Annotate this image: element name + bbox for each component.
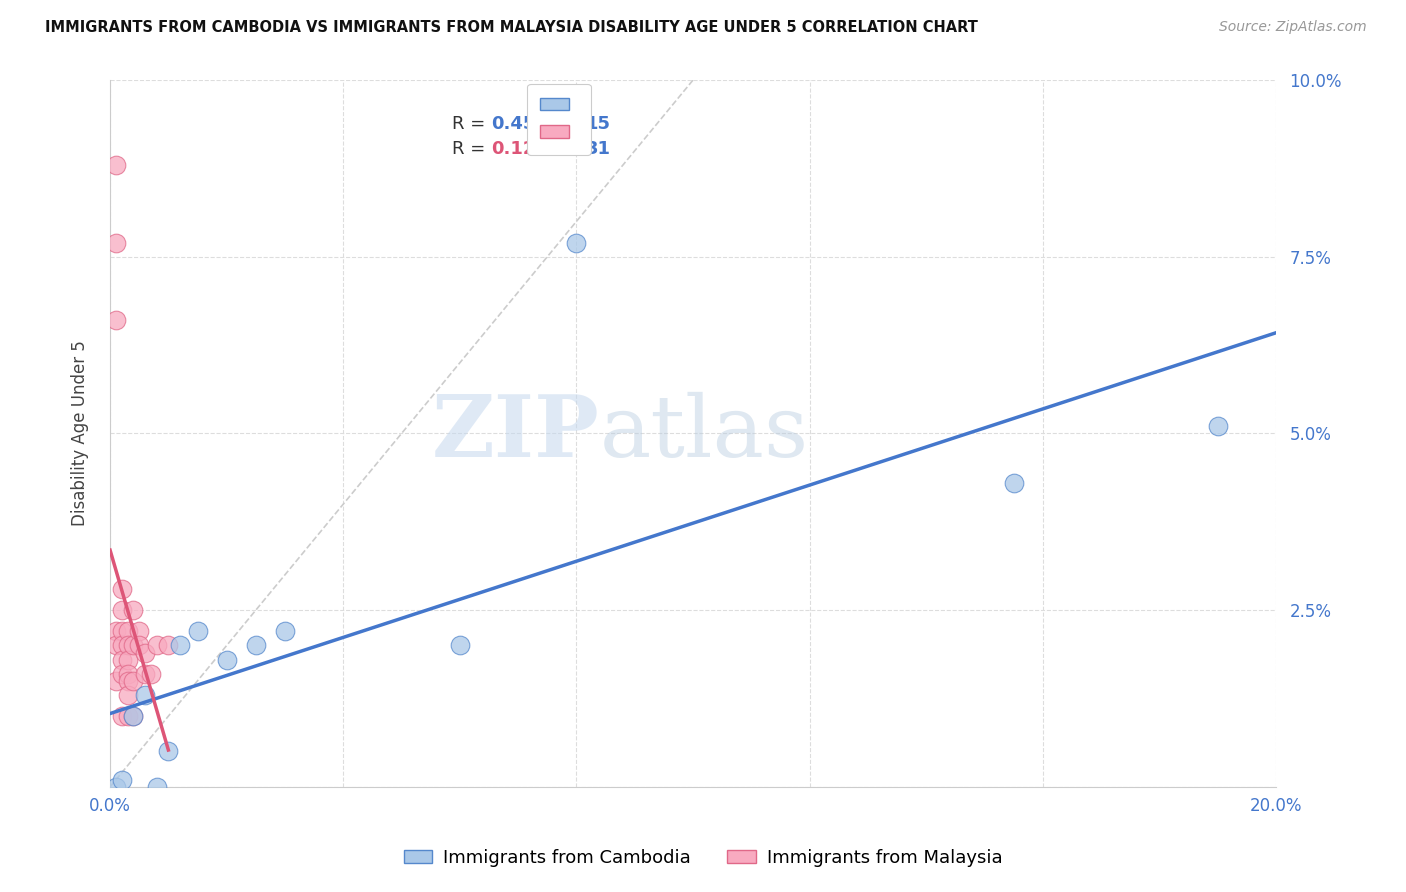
Point [117,624,139,639]
Point [274,624,297,639]
Point [128,624,150,639]
Point [157,744,180,758]
Point [104,673,127,688]
Point [111,652,134,666]
Point [117,639,139,653]
Text: R =: R = [451,140,496,158]
Point [122,709,145,723]
Point [117,666,139,681]
Text: N =: N = [538,115,589,133]
Text: 15: 15 [586,115,610,133]
Point [104,235,127,250]
Point [145,639,167,653]
Point [104,158,127,172]
Text: N =: N = [538,140,589,158]
Text: 0.123: 0.123 [491,140,548,158]
Point [104,780,127,794]
Text: atlas: atlas [600,392,808,475]
Point [111,624,134,639]
Point [128,639,150,653]
Point [117,673,139,688]
Legend: Immigrants from Cambodia, Immigrants from Malaysia: Immigrants from Cambodia, Immigrants fro… [396,842,1010,874]
Y-axis label: Disability Age Under 5: Disability Age Under 5 [72,341,89,526]
Point [122,709,145,723]
Point [117,688,139,702]
Text: 0.454: 0.454 [491,115,548,133]
Point [111,582,134,596]
Point [111,639,134,653]
Point [1002,475,1025,490]
Point [565,235,588,250]
Point [145,780,167,794]
Point [111,709,134,723]
Point [122,603,145,617]
Point [117,652,139,666]
Point [122,673,145,688]
Text: R =: R = [451,115,491,133]
Point [104,624,127,639]
Point [186,624,208,639]
Point [111,772,134,787]
Point [122,639,145,653]
Point [134,646,156,660]
Text: Source: ZipAtlas.com: Source: ZipAtlas.com [1219,20,1367,34]
Point [104,639,127,653]
Point [134,666,156,681]
Point [215,652,238,666]
Point [134,688,156,702]
Point [169,639,191,653]
Point [1206,419,1229,434]
Point [117,709,139,723]
Point [245,639,267,653]
Point [104,313,127,327]
Point [111,603,134,617]
Point [139,666,162,681]
Point [111,666,134,681]
Text: ZIP: ZIP [432,392,600,475]
Legend: , : , [527,84,591,154]
Text: IMMIGRANTS FROM CAMBODIA VS IMMIGRANTS FROM MALAYSIA DISABILITY AGE UNDER 5 CORR: IMMIGRANTS FROM CAMBODIA VS IMMIGRANTS F… [45,20,977,35]
Text: 31: 31 [586,140,610,158]
Point [157,639,180,653]
Point [449,639,471,653]
